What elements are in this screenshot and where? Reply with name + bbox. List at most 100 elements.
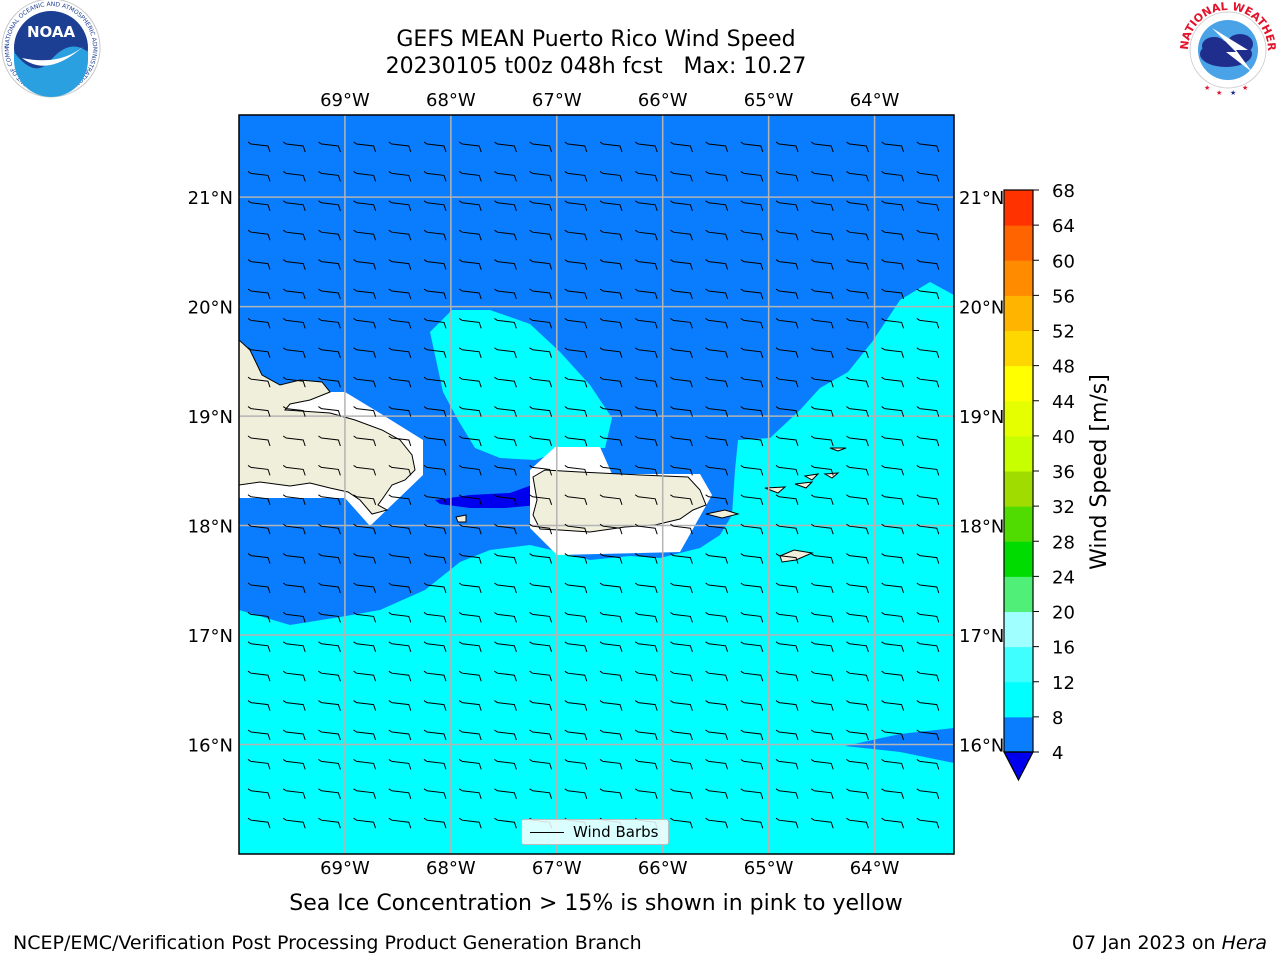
wind-barb — [599, 494, 623, 505]
lat-label-right: 17°N — [959, 626, 1004, 647]
wind-barb — [423, 494, 447, 505]
lon-label-top: 69°W — [320, 90, 370, 111]
wind-barb — [599, 582, 623, 594]
wind-barb — [318, 200, 341, 211]
wind-barb — [740, 700, 764, 711]
wind-barb — [881, 758, 905, 770]
colorbar-segment — [1004, 681, 1033, 718]
wind-barb — [282, 523, 306, 535]
wind-barb — [529, 347, 553, 358]
wind-barb — [775, 200, 799, 211]
wind-barb — [423, 259, 447, 270]
map-subtitle: 20230105 t00z 048h fcst Max: 10.27 — [385, 54, 807, 79]
wind-barb — [740, 523, 764, 535]
wind-barb — [353, 670, 377, 682]
wind-barb — [564, 435, 588, 447]
lat-label-right: 18°N — [959, 517, 1004, 538]
land-virgin-islands — [764, 447, 847, 494]
wind-barb — [634, 641, 658, 652]
wind-barb — [740, 376, 764, 388]
wind-barb — [810, 406, 834, 417]
wind-barb — [282, 288, 306, 300]
wind-barb — [458, 376, 482, 388]
wind-barb — [810, 435, 834, 447]
colorbar-segment — [1004, 541, 1033, 577]
wind-barb — [705, 141, 729, 153]
wind-barb — [529, 582, 553, 594]
svg-text:★: ★ — [1216, 89, 1222, 97]
wind-barb — [670, 817, 693, 829]
wind-barb — [494, 582, 517, 594]
lat-label-left: 21°N — [188, 188, 233, 209]
wind-barb — [634, 347, 658, 358]
wind-barb — [775, 170, 799, 182]
wind-barb — [423, 582, 447, 594]
footer-credit: NCEP/EMC/Verification Post Processing Pr… — [13, 932, 642, 954]
wind-barb — [353, 229, 377, 241]
svg-text:★: ★ — [1204, 84, 1210, 92]
footer-date-text: 07 Jan 2023 on — [1071, 932, 1222, 954]
wind-barb — [881, 817, 905, 829]
wind-barb — [564, 317, 588, 329]
wind-barb — [247, 200, 271, 211]
wind-barb — [846, 582, 869, 594]
wind-barb — [916, 700, 940, 711]
colorbar-segment — [1004, 260, 1033, 296]
wind-barb — [810, 788, 834, 799]
colorbar-tick-label: 56 — [1052, 286, 1075, 307]
wind-barb — [423, 347, 447, 358]
wind-barb — [775, 229, 799, 241]
wind-barb — [599, 435, 623, 447]
wind-barb — [529, 758, 553, 770]
wind-barb — [529, 259, 553, 270]
wind-barb — [916, 170, 940, 182]
wind-barb — [705, 288, 729, 300]
colorbar-segment — [1004, 471, 1033, 507]
colorbar-segment — [1004, 365, 1033, 402]
wind-barb — [388, 788, 412, 799]
wind-barb — [282, 729, 306, 741]
wind-barb — [318, 582, 341, 594]
colorbar-tick-label: 4 — [1052, 743, 1063, 764]
wind-barb — [353, 641, 377, 652]
wind-barb — [282, 141, 306, 153]
wind-barb — [423, 376, 447, 388]
wind-barb — [564, 376, 588, 388]
wind-barb — [353, 288, 377, 300]
wind-barb — [247, 317, 271, 329]
wind-barb — [529, 700, 553, 711]
wind-barb — [529, 670, 553, 682]
wind-barb — [282, 229, 306, 241]
noaa-wordmark: NOAA — [27, 23, 76, 41]
wind-barb — [599, 259, 623, 270]
wind-barb — [810, 464, 834, 476]
wind-barb — [881, 259, 905, 270]
wind-barb — [318, 376, 341, 388]
wind-barb — [705, 494, 729, 505]
wind-barb — [740, 494, 764, 505]
wind-barb — [810, 317, 834, 329]
wind-barb — [634, 141, 658, 153]
wind-barb — [282, 170, 306, 182]
wind-barb — [458, 553, 482, 564]
wind-barb — [846, 788, 869, 799]
map-plot-area — [239, 115, 954, 854]
wind-barb — [670, 758, 693, 770]
wind-barb — [881, 200, 905, 211]
lon-label-top: 67°W — [532, 90, 582, 111]
wind-barb — [458, 229, 482, 241]
wind-barb — [458, 729, 482, 741]
wind-barb — [388, 700, 412, 711]
wind-barb — [916, 641, 940, 652]
wind-barb — [458, 288, 482, 300]
wind-barb — [353, 553, 377, 564]
wind-barb — [529, 729, 553, 741]
wind-barb — [282, 788, 306, 799]
wind-barb — [388, 141, 412, 153]
wind-barb — [881, 317, 905, 329]
wind-barb — [458, 788, 482, 799]
wind-barb — [881, 141, 905, 153]
wind-barb — [599, 729, 623, 741]
wind-barb — [282, 259, 306, 270]
wind-barb — [423, 611, 447, 623]
